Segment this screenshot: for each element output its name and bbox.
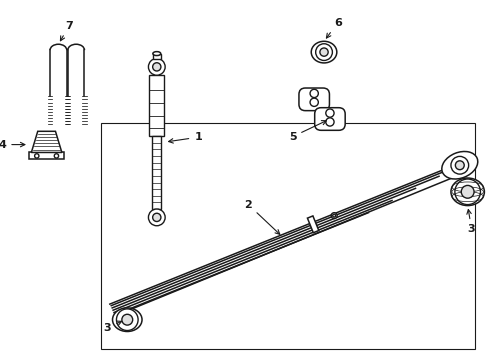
Polygon shape bbox=[31, 131, 62, 152]
Circle shape bbox=[310, 98, 318, 107]
Bar bbox=[29, 152, 64, 159]
Ellipse shape bbox=[442, 152, 478, 179]
Text: 4: 4 bbox=[0, 140, 25, 150]
Text: 5: 5 bbox=[289, 121, 326, 142]
FancyBboxPatch shape bbox=[315, 108, 345, 130]
Ellipse shape bbox=[451, 178, 485, 206]
Circle shape bbox=[148, 209, 165, 226]
Polygon shape bbox=[307, 216, 319, 233]
Text: 2: 2 bbox=[245, 199, 280, 234]
Circle shape bbox=[455, 161, 464, 170]
Text: 3: 3 bbox=[467, 210, 475, 234]
Text: 6: 6 bbox=[326, 18, 342, 38]
Circle shape bbox=[326, 109, 334, 117]
Bar bbox=[153, 54, 161, 59]
Ellipse shape bbox=[311, 41, 337, 63]
Bar bbox=[152, 136, 162, 209]
Ellipse shape bbox=[153, 51, 161, 55]
Circle shape bbox=[326, 118, 334, 126]
Circle shape bbox=[310, 89, 318, 98]
Bar bbox=[149, 75, 165, 136]
Text: 3: 3 bbox=[104, 321, 122, 333]
Circle shape bbox=[153, 63, 161, 71]
Circle shape bbox=[153, 213, 161, 221]
Circle shape bbox=[117, 309, 138, 330]
Text: 1: 1 bbox=[169, 132, 202, 143]
Bar bbox=[101, 123, 474, 349]
Circle shape bbox=[320, 48, 328, 56]
Circle shape bbox=[35, 154, 39, 158]
Circle shape bbox=[451, 156, 468, 174]
Circle shape bbox=[122, 314, 133, 325]
Circle shape bbox=[455, 179, 481, 204]
Ellipse shape bbox=[113, 308, 142, 332]
Circle shape bbox=[331, 213, 337, 219]
Text: 7: 7 bbox=[60, 21, 73, 41]
Circle shape bbox=[148, 59, 165, 75]
Circle shape bbox=[333, 214, 336, 217]
Circle shape bbox=[54, 154, 59, 158]
Circle shape bbox=[316, 44, 332, 60]
Circle shape bbox=[461, 185, 474, 198]
FancyBboxPatch shape bbox=[299, 88, 329, 111]
